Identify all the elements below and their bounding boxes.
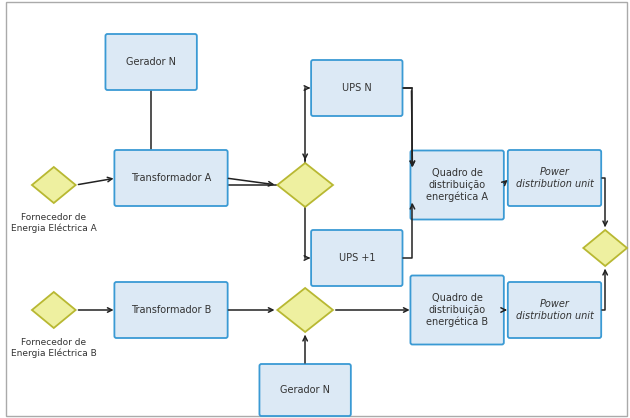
FancyBboxPatch shape (411, 275, 504, 344)
FancyBboxPatch shape (411, 150, 504, 219)
Text: Power
distribution unit: Power distribution unit (515, 167, 593, 189)
Text: Transformador A: Transformador A (131, 173, 211, 183)
Text: Quadro de
distribuição
energética B: Quadro de distribuição energética B (426, 293, 488, 327)
Polygon shape (277, 288, 333, 332)
FancyBboxPatch shape (115, 150, 227, 206)
Text: Gerador N: Gerador N (126, 57, 176, 67)
Text: Quadro de
distribuição
energética A: Quadro de distribuição energética A (426, 168, 488, 202)
Text: Fornecedor de
Energia Eléctrica A: Fornecedor de Energia Eléctrica A (11, 213, 96, 233)
FancyBboxPatch shape (311, 230, 403, 286)
FancyBboxPatch shape (508, 150, 601, 206)
FancyBboxPatch shape (105, 34, 197, 90)
Text: UPS N: UPS N (342, 83, 372, 93)
Polygon shape (277, 163, 333, 207)
Polygon shape (32, 292, 76, 328)
Text: UPS +1: UPS +1 (338, 253, 375, 263)
Polygon shape (583, 230, 627, 266)
Polygon shape (32, 167, 76, 203)
Text: Power
distribution unit: Power distribution unit (515, 299, 593, 321)
FancyBboxPatch shape (115, 282, 227, 338)
FancyBboxPatch shape (260, 364, 351, 416)
Text: Gerador N: Gerador N (280, 385, 330, 395)
FancyBboxPatch shape (311, 60, 403, 116)
Text: Transformador B: Transformador B (131, 305, 211, 315)
Text: Fornecedor de
Energia Eléctrica B: Fornecedor de Energia Eléctrica B (11, 338, 96, 358)
FancyBboxPatch shape (508, 282, 601, 338)
